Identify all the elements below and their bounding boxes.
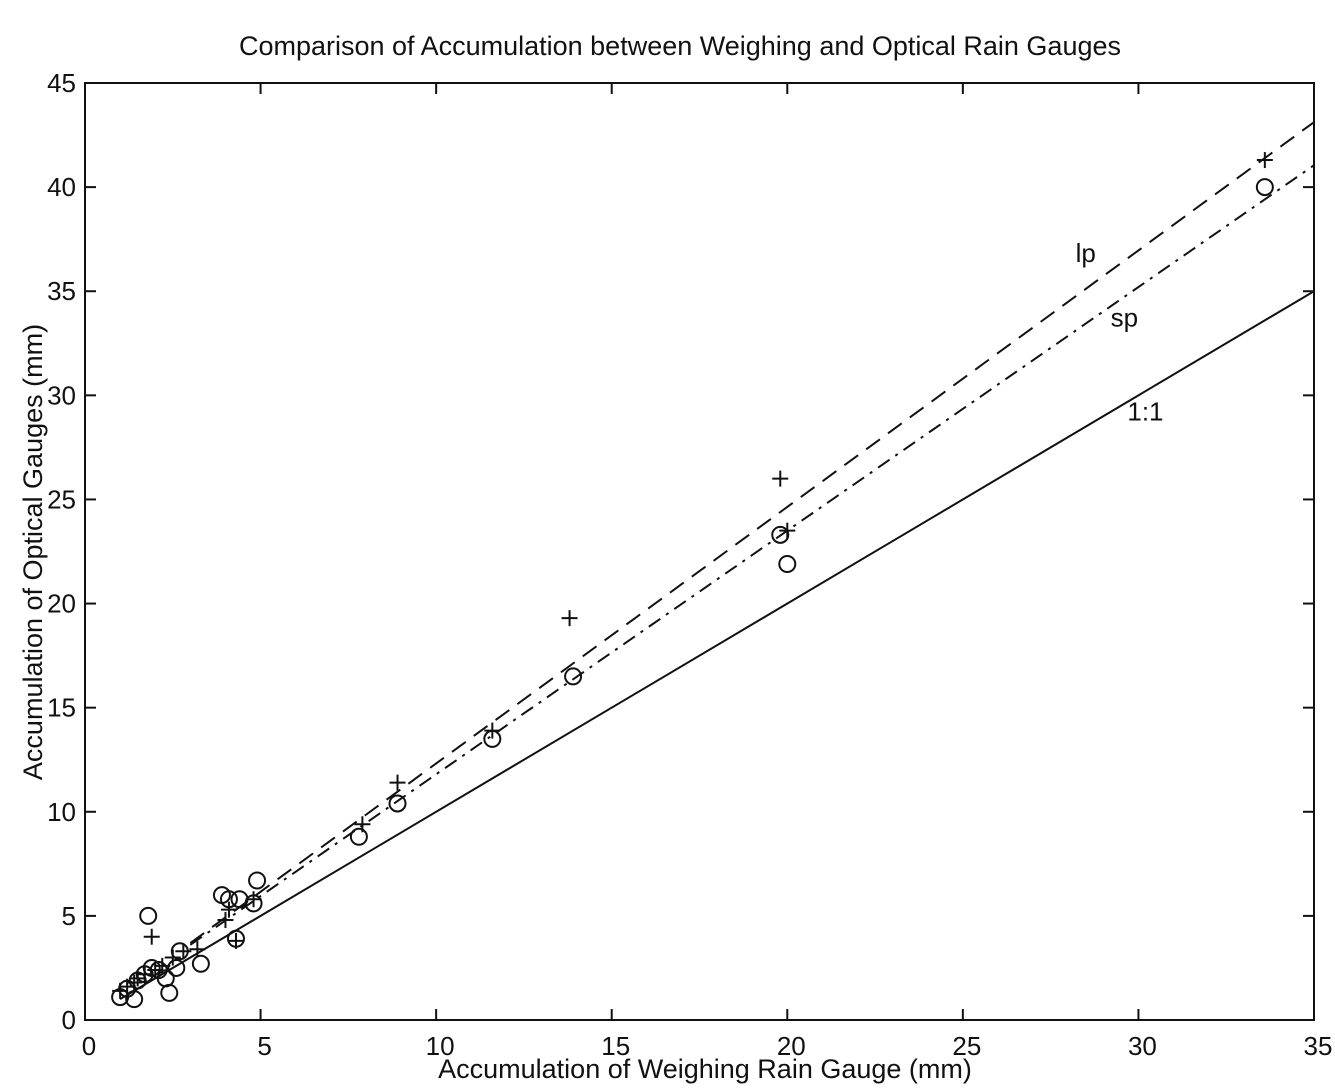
- line-label: 1:1: [1127, 396, 1163, 426]
- circle-marker: [1255, 178, 1274, 197]
- y-axis-label: Accumulation of Optical Gauges (mm): [18, 324, 48, 780]
- circle-marker: [564, 667, 583, 686]
- x-tick-label: 20: [777, 1031, 806, 1061]
- x-axis-label: Accumulation of Weighing Rain Gauge (mm): [438, 1054, 972, 1084]
- ticks: 0 5 10 15 20 25 30 35 0 5 10 15 20 25 30 35 40 45: [47, 68, 1332, 1061]
- plus-marker: [217, 912, 234, 929]
- y-tick-label: 25: [47, 484, 76, 514]
- y-tick-label: 15: [47, 693, 76, 723]
- y-tick-label: 30: [47, 380, 76, 410]
- x-tick-label: 0: [82, 1031, 96, 1061]
- x-tick-label: 15: [601, 1031, 630, 1061]
- circle-marker: [170, 942, 189, 961]
- circle-marker: [160, 983, 179, 1002]
- x-tick-label: 30: [1128, 1031, 1157, 1061]
- plus-marker: [561, 610, 578, 627]
- plus-marker: [143, 928, 160, 945]
- x-tick-label: 25: [952, 1031, 981, 1061]
- y-tick-label: 10: [47, 797, 76, 827]
- circle-marker: [191, 954, 210, 973]
- line-lp: [189, 121, 1315, 944]
- x-tick-label: 35: [1304, 1031, 1333, 1061]
- line-1-1: [119, 290, 1315, 1001]
- circle-marker: [139, 906, 158, 925]
- circle-marker: [244, 894, 263, 913]
- y-tick-label: 45: [47, 68, 76, 98]
- plus-marker: [220, 901, 237, 918]
- circle-marker: [125, 990, 144, 1009]
- x-tick-label: 5: [257, 1031, 271, 1061]
- line-label: sp: [1111, 303, 1138, 333]
- circle-marker: [219, 890, 238, 909]
- y-tick-label: 35: [47, 276, 76, 306]
- circle-marker: [771, 525, 790, 544]
- plus-marker: [189, 941, 206, 958]
- line-label: lp: [1076, 238, 1096, 268]
- circle-marker: [778, 554, 797, 573]
- x-tick-label: 10: [426, 1031, 455, 1061]
- circle-marker: [142, 958, 161, 977]
- y-tick-label: 20: [47, 589, 76, 619]
- circle-marker: [226, 929, 245, 948]
- line-sp: [189, 164, 1315, 946]
- chart-title: Comparison of Accumulation between Weigh…: [239, 31, 1121, 61]
- y-tick-label: 40: [47, 172, 76, 202]
- plus-marker: [1256, 152, 1273, 169]
- plot-frame: [84, 82, 1315, 1021]
- plus-marker: [772, 470, 789, 487]
- plus-marker: [389, 774, 406, 791]
- circle-marker: [483, 729, 502, 748]
- circle-marker: [388, 794, 407, 813]
- data-points: [111, 152, 1274, 1009]
- circle-marker: [248, 871, 267, 890]
- circle-marker: [167, 958, 186, 977]
- circle-marker: [349, 827, 368, 846]
- y-tick-label: 5: [62, 901, 76, 931]
- fit-lines: lp sp 1:1: [119, 121, 1315, 1001]
- y-tick-label: 0: [62, 1005, 76, 1035]
